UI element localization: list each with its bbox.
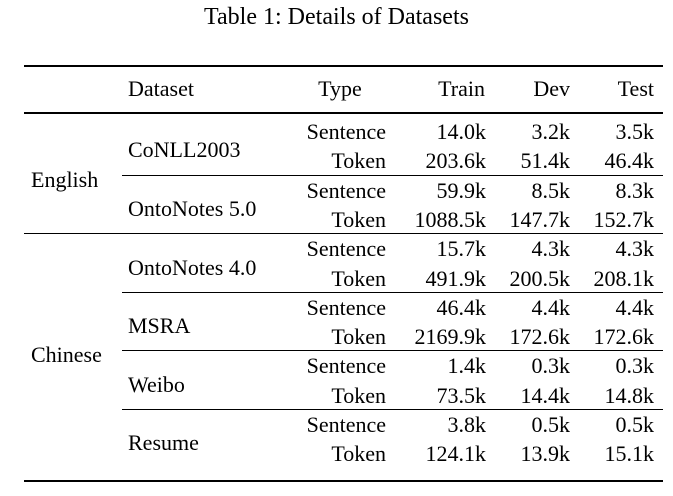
dataset-name: OntoNotes 4.0: [128, 254, 257, 280]
cell-train: 124.1k: [425, 441, 487, 467]
group-separator: [24, 233, 663, 235]
dataset-name: MSRA: [128, 313, 191, 339]
cell-dev: 8.5k: [531, 177, 571, 203]
cell-dev: 200.5k: [509, 265, 571, 291]
dataset-separator: [122, 350, 663, 352]
cell-type: Sentence: [306, 412, 386, 437]
cell-train: 73.5k: [436, 382, 487, 408]
cell-test: 208.1k: [593, 265, 655, 291]
cell-test: 14.8k: [604, 382, 655, 408]
dataset-separator: [122, 291, 663, 293]
cell-dev: 0.3k: [531, 353, 571, 379]
cell-dev: 4.4k: [531, 294, 571, 320]
cell-type: Token: [331, 265, 386, 291]
cell-train: 15.7k: [436, 236, 487, 262]
cell-dev: 3.2k: [531, 119, 571, 144]
cell-dev: 147.7k: [509, 206, 571, 232]
cell-train: 1088.5k: [414, 206, 487, 232]
cell-test: 152.7k: [593, 206, 655, 232]
cell-train: 59.9k: [436, 177, 487, 203]
dataset-separator: [122, 409, 663, 410]
dataset-name: OntoNotes 5.0: [128, 195, 257, 221]
cell-train: 3.8k: [447, 412, 487, 437]
cell-type: Sentence: [306, 177, 386, 203]
cell-train: 46.4k: [436, 294, 487, 320]
header-test: Test: [617, 76, 654, 101]
cell-dev: 4.3k: [531, 236, 571, 262]
cell-test: 46.4k: [604, 148, 655, 174]
language-label: English: [31, 166, 99, 192]
cell-train: 203.6k: [425, 148, 487, 174]
cell-dev: 0.5k: [531, 412, 571, 437]
header-rule: [24, 112, 663, 114]
cell-test: 4.4k: [615, 294, 655, 320]
cell-train: 14.0k: [436, 119, 487, 144]
cell-dev: 51.4k: [520, 148, 571, 174]
header-dev: Dev: [533, 76, 570, 101]
header-train: Train: [438, 76, 485, 101]
header-type: Type: [318, 76, 362, 101]
cell-test: 172.6k: [593, 324, 655, 350]
cell-test: 15.1k: [604, 441, 655, 467]
cell-test: 3.5k: [615, 119, 655, 144]
dataset-separator: [122, 174, 663, 176]
cell-type: Sentence: [306, 236, 386, 262]
cell-type: Sentence: [306, 353, 386, 379]
bottom-rule: [24, 480, 663, 482]
cell-type: Sentence: [306, 119, 386, 144]
cell-test: 8.3k: [615, 177, 655, 203]
dataset-name: CoNLL2003: [128, 137, 241, 163]
cell-type: Sentence: [306, 294, 386, 320]
cell-dev: 14.4k: [520, 382, 571, 408]
cell-dev: 13.9k: [520, 441, 571, 467]
cell-type: Token: [331, 441, 386, 467]
cell-type: Token: [331, 324, 386, 350]
table-caption: Table 1: Details of Datasets: [204, 4, 469, 30]
dataset-name: Resume: [128, 430, 199, 456]
cell-test: 0.3k: [615, 353, 655, 379]
header-dataset: Dataset: [128, 76, 194, 101]
cell-type: Token: [331, 206, 386, 232]
language-label: Chinese: [31, 342, 102, 368]
top-rule: [24, 65, 663, 67]
cell-train: 2169.9k: [414, 324, 487, 350]
cell-type: Token: [331, 148, 386, 174]
cell-train: 1.4k: [447, 353, 487, 379]
cell-train: 491.9k: [425, 265, 487, 291]
cell-type: Token: [331, 382, 386, 408]
cell-dev: 172.6k: [509, 324, 571, 350]
cell-test: 4.3k: [615, 236, 655, 262]
cell-test: 0.5k: [615, 412, 655, 437]
dataset-name: Weibo: [128, 371, 185, 397]
